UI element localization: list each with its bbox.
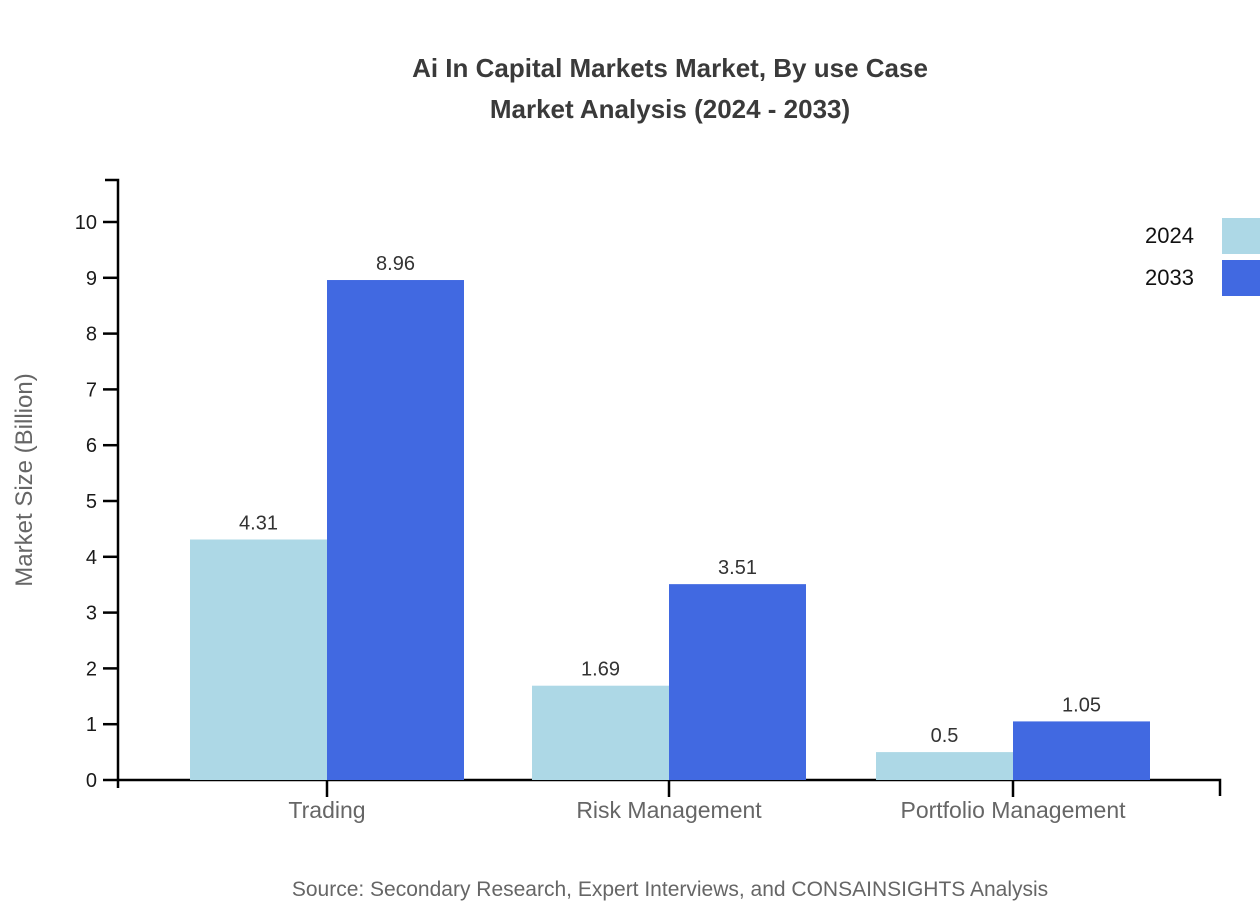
x-tick-label-trading: Trading <box>288 797 365 823</box>
value-label-2024-trading: 4.31 <box>239 513 278 535</box>
x-tick-label-risk-management: Risk Management <box>576 797 762 823</box>
y-tick-label-3: 3 <box>86 603 97 625</box>
y-tick-label-7: 7 <box>86 379 97 401</box>
y-tick-label-1: 1 <box>86 714 97 736</box>
y-axis <box>105 178 120 788</box>
legend-item-2024: 2024 <box>1145 218 1260 254</box>
legend-item-2033: 2033 <box>1145 260 1260 296</box>
y-tick-label-0: 0 <box>86 770 97 792</box>
y-tick-label-9: 9 <box>86 268 97 290</box>
legend-swatch-2024 <box>1222 218 1260 254</box>
y-tick-label-8: 8 <box>86 324 97 346</box>
chart-title: Ai In Capital Markets Market, By use Cas… <box>80 48 1260 130</box>
bar-2033-risk-management <box>669 584 806 780</box>
y-tick-label-4: 4 <box>86 547 97 569</box>
legend-label-2033: 2033 <box>1145 265 1194 290</box>
bar-2024-risk-management <box>532 685 669 780</box>
value-label-2033-risk-management: 3.51 <box>718 557 757 579</box>
bar-2033-portfolio-management <box>1013 721 1150 780</box>
legend-label-2024: 2024 <box>1145 223 1194 248</box>
value-label-2024-risk-management: 1.69 <box>581 659 620 681</box>
bar-2024-trading <box>190 539 327 780</box>
source-text: Source: Secondary Research, Expert Inter… <box>291 878 1049 901</box>
x-tick-label-portfolio-management: Portfolio Management <box>900 797 1126 823</box>
bar-2033-trading <box>327 280 464 780</box>
legend: 2024 2033 <box>1145 218 1260 296</box>
plot-area: 0 1 2 3 4 5 6 7 8 9 10 Trading 4.31 8.96 Risk Manageme… <box>75 212 1150 823</box>
y-axis-title: Market Size (Billion) <box>11 373 38 586</box>
bar-2024-portfolio-management <box>876 752 1013 780</box>
y-tick-label-5: 5 <box>86 491 97 513</box>
y-tick-label-6: 6 <box>86 435 97 457</box>
x-axis <box>118 778 1222 796</box>
chart-title-line1: Ai In Capital Markets Market, By use Cas… <box>412 53 928 83</box>
value-label-2024-portfolio-management: 0.5 <box>931 725 959 747</box>
legend-swatch-2033 <box>1222 260 1260 296</box>
y-tick-label-10: 10 <box>75 212 97 234</box>
y-tick-label-2: 2 <box>86 658 97 680</box>
value-label-2033-portfolio-management: 1.05 <box>1062 694 1101 716</box>
chart-title-line2: Market Analysis (2024 - 2033) <box>489 94 851 124</box>
value-label-2033-trading: 8.96 <box>376 253 415 275</box>
